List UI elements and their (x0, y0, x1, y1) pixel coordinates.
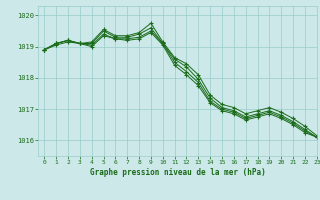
X-axis label: Graphe pression niveau de la mer (hPa): Graphe pression niveau de la mer (hPa) (90, 168, 266, 177)
